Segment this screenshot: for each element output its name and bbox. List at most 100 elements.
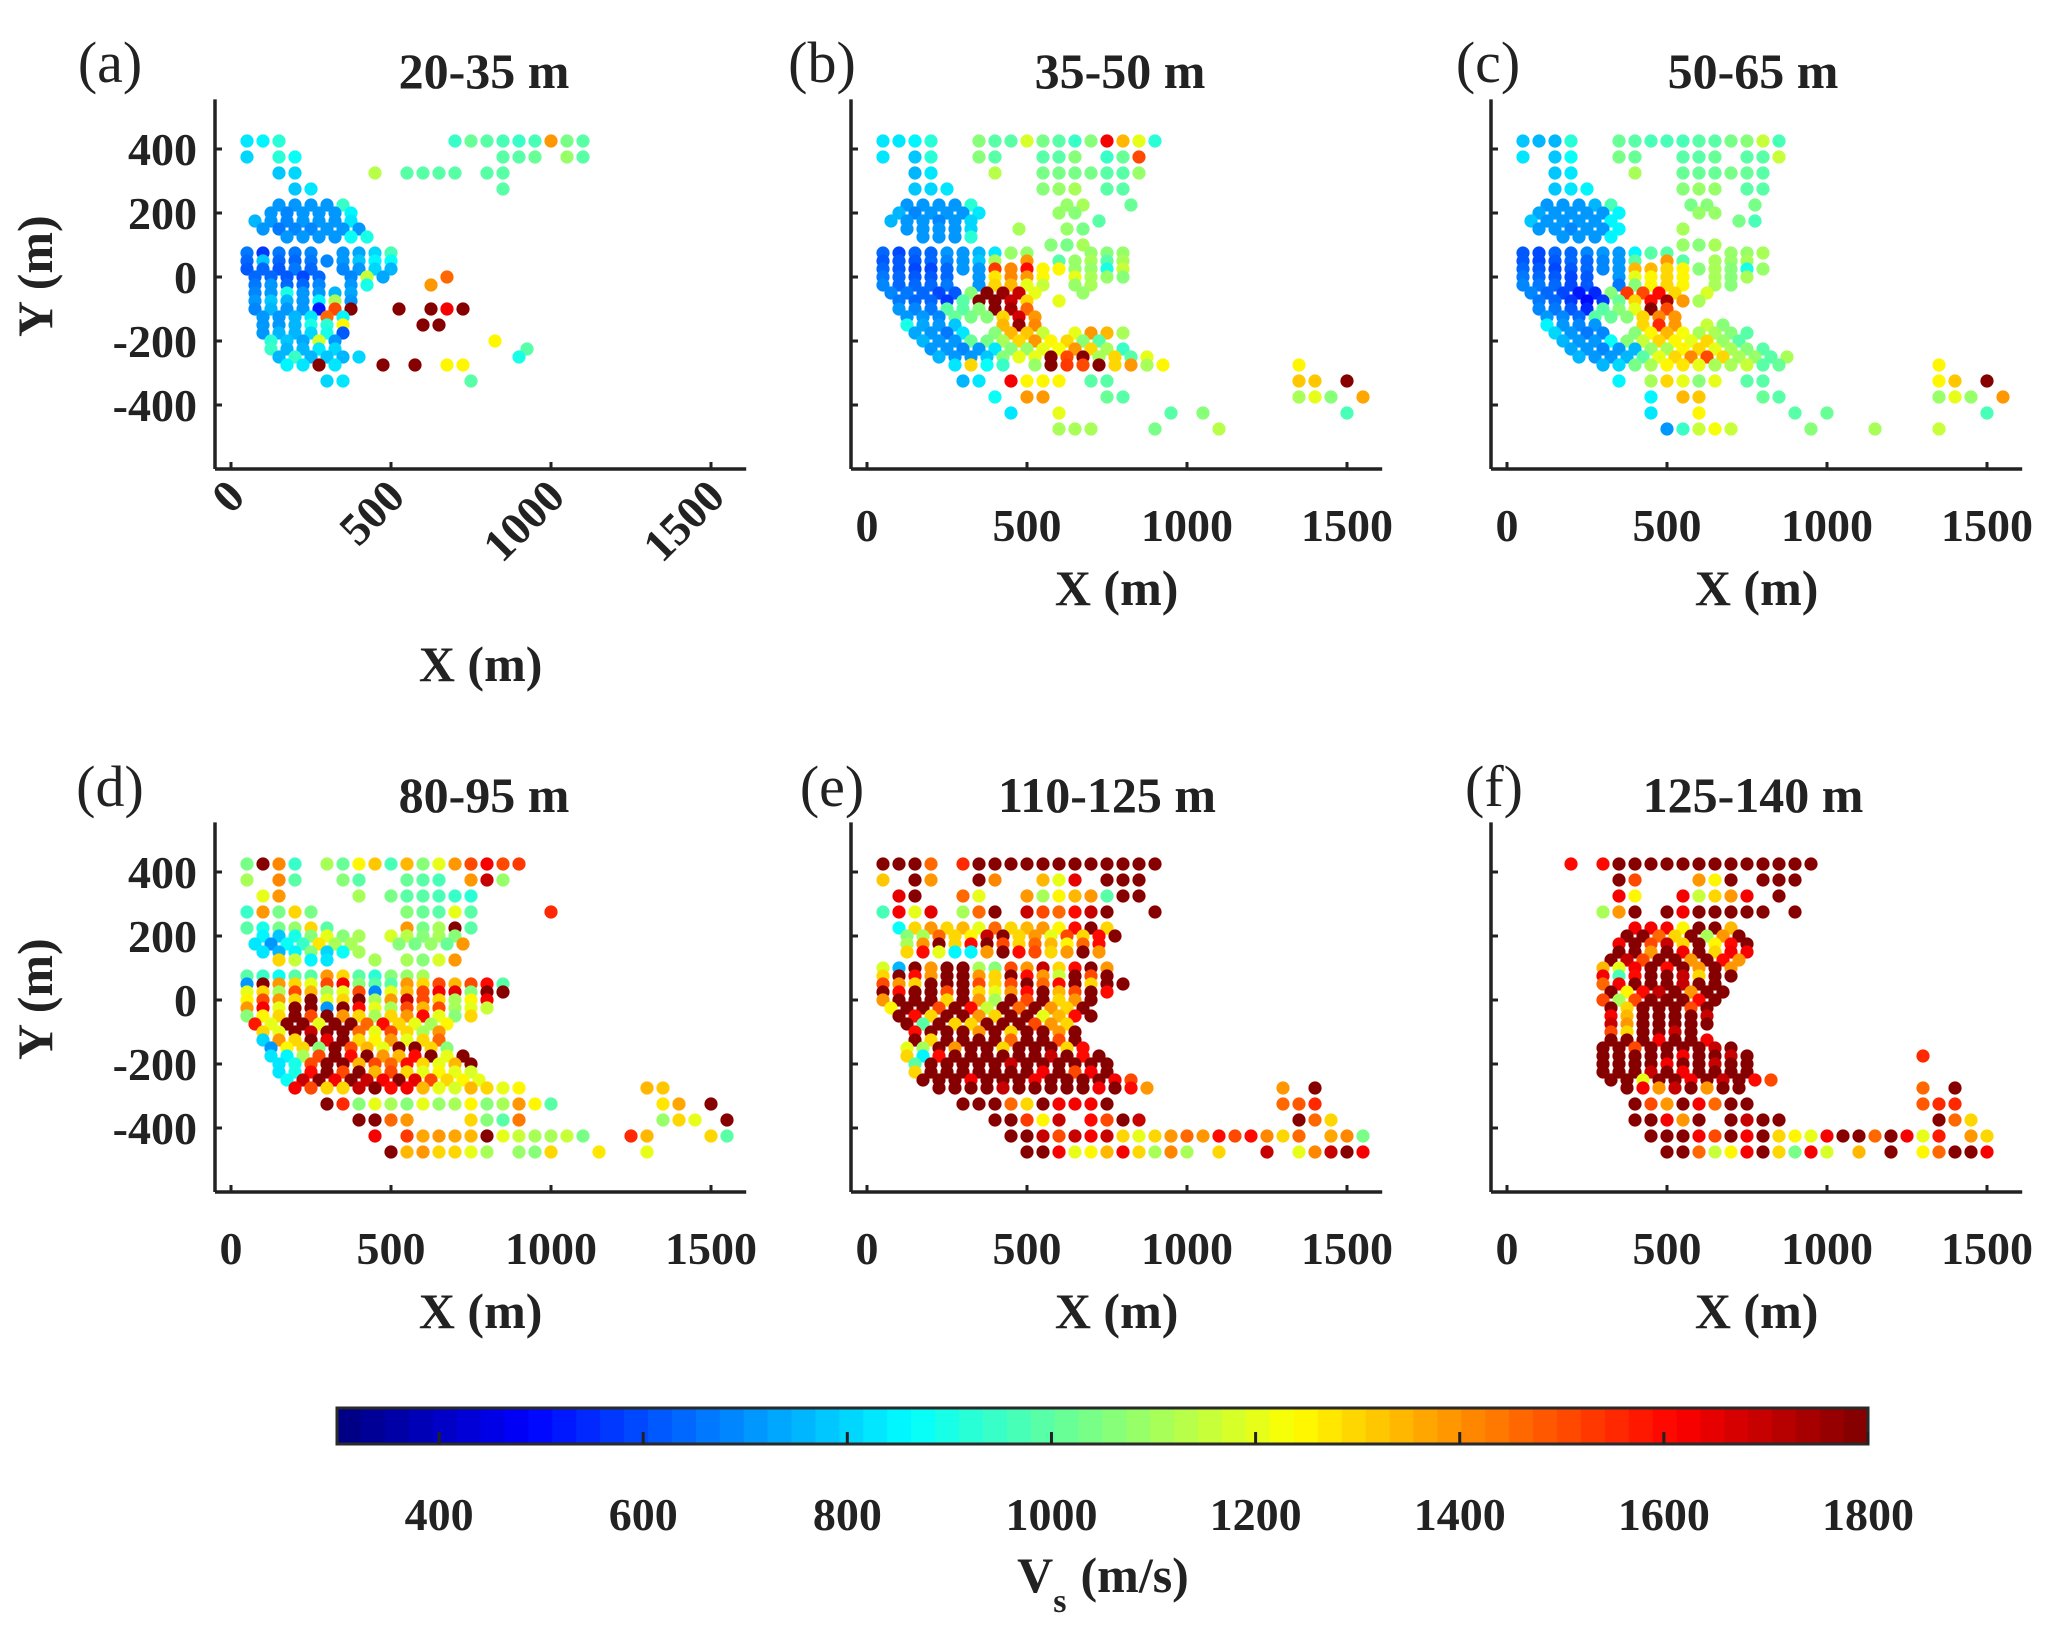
colorbar-swatch xyxy=(1341,1408,1367,1444)
data-point xyxy=(1724,921,1738,935)
data-point xyxy=(1076,286,1090,300)
data-point xyxy=(688,1113,702,1127)
data-point xyxy=(1676,905,1690,919)
data-point xyxy=(1732,334,1746,348)
data-point xyxy=(972,1097,986,1111)
data-point xyxy=(336,374,350,388)
data-point xyxy=(1660,857,1674,871)
data-point xyxy=(948,198,962,212)
data-point xyxy=(892,134,906,148)
data-point xyxy=(908,278,922,292)
data-point xyxy=(1644,921,1658,935)
x-tick-label: 500 xyxy=(993,1223,1062,1274)
data-point xyxy=(948,1017,962,1031)
data-point xyxy=(1164,1129,1178,1143)
data-point xyxy=(1740,166,1754,180)
x-tick-label: 0 xyxy=(220,1223,243,1274)
data-point xyxy=(1148,857,1162,871)
data-point xyxy=(1132,1129,1146,1143)
data-point xyxy=(448,1145,462,1159)
data-point xyxy=(328,1049,342,1063)
data-point xyxy=(1580,302,1594,316)
data-point xyxy=(496,166,510,180)
colorbar-swatch xyxy=(719,1408,745,1444)
data-point xyxy=(384,262,398,276)
data-point xyxy=(1708,422,1722,436)
data-point xyxy=(640,1145,654,1159)
data-point xyxy=(1068,1065,1082,1079)
colorbar-label-units: (m/s) xyxy=(1081,1547,1189,1603)
data-point xyxy=(1660,1113,1674,1127)
data-point xyxy=(424,937,438,951)
data-point xyxy=(344,1017,358,1031)
data-point xyxy=(940,1009,954,1023)
data-point xyxy=(288,262,302,276)
data-point xyxy=(1228,1129,1242,1143)
data-point xyxy=(980,358,994,372)
data-point xyxy=(328,358,342,372)
data-point xyxy=(1620,953,1634,967)
data-point xyxy=(336,1065,350,1079)
data-point xyxy=(1052,1113,1066,1127)
data-point xyxy=(1164,406,1178,420)
colorbar-swatch xyxy=(1796,1408,1821,1444)
data-point xyxy=(448,1009,462,1023)
data-point xyxy=(1964,1113,1978,1127)
data-point xyxy=(1076,1001,1090,1015)
data-point xyxy=(1708,150,1722,164)
data-point xyxy=(528,1129,542,1143)
data-point xyxy=(512,1129,526,1143)
data-point xyxy=(1196,406,1210,420)
data-point xyxy=(1292,1129,1306,1143)
data-point xyxy=(288,166,302,180)
data-point xyxy=(320,1009,334,1023)
data-point xyxy=(272,222,286,236)
data-point xyxy=(1660,1145,1674,1159)
data-point xyxy=(1036,905,1050,919)
data-point xyxy=(408,1017,422,1031)
data-point xyxy=(1340,1145,1354,1159)
data-point xyxy=(1692,945,1706,959)
data-point xyxy=(1692,182,1706,196)
data-point xyxy=(448,1065,462,1079)
data-point xyxy=(1692,294,1706,308)
data-point xyxy=(1644,390,1658,404)
data-point xyxy=(1932,390,1946,404)
data-point xyxy=(1100,889,1114,903)
data-point xyxy=(1724,166,1738,180)
data-point xyxy=(1740,358,1754,372)
data-point xyxy=(1596,302,1610,316)
data-point xyxy=(1692,390,1706,404)
data-point xyxy=(336,945,350,959)
data-point xyxy=(1700,1017,1714,1031)
data-point xyxy=(272,350,286,364)
data-point xyxy=(352,1113,366,1127)
colorbar-label: Vs (m/s) xyxy=(1017,1547,1189,1620)
data-point xyxy=(296,302,310,316)
data-point xyxy=(1676,342,1690,356)
data-point xyxy=(1716,318,1730,332)
data-point xyxy=(352,1009,366,1023)
data-point xyxy=(1916,1049,1930,1063)
data-point xyxy=(1708,993,1722,1007)
data-point xyxy=(996,1001,1010,1015)
data-point xyxy=(1748,1073,1762,1087)
data-point xyxy=(1628,1097,1642,1111)
data-point xyxy=(1684,334,1698,348)
data-point xyxy=(288,326,302,340)
data-point xyxy=(1692,857,1706,871)
data-point xyxy=(1644,1097,1658,1111)
data-point xyxy=(924,182,938,196)
data-point xyxy=(1068,1009,1082,1023)
data-point xyxy=(376,270,390,284)
data-point xyxy=(900,1001,914,1015)
data-point xyxy=(416,318,430,332)
data-point xyxy=(1660,134,1674,148)
data-point xyxy=(1708,889,1722,903)
data-point xyxy=(1644,278,1658,292)
data-point xyxy=(1124,198,1138,212)
data-point xyxy=(996,286,1010,300)
x-tick-label: 0 xyxy=(1496,500,1519,551)
data-point xyxy=(1052,1129,1066,1143)
